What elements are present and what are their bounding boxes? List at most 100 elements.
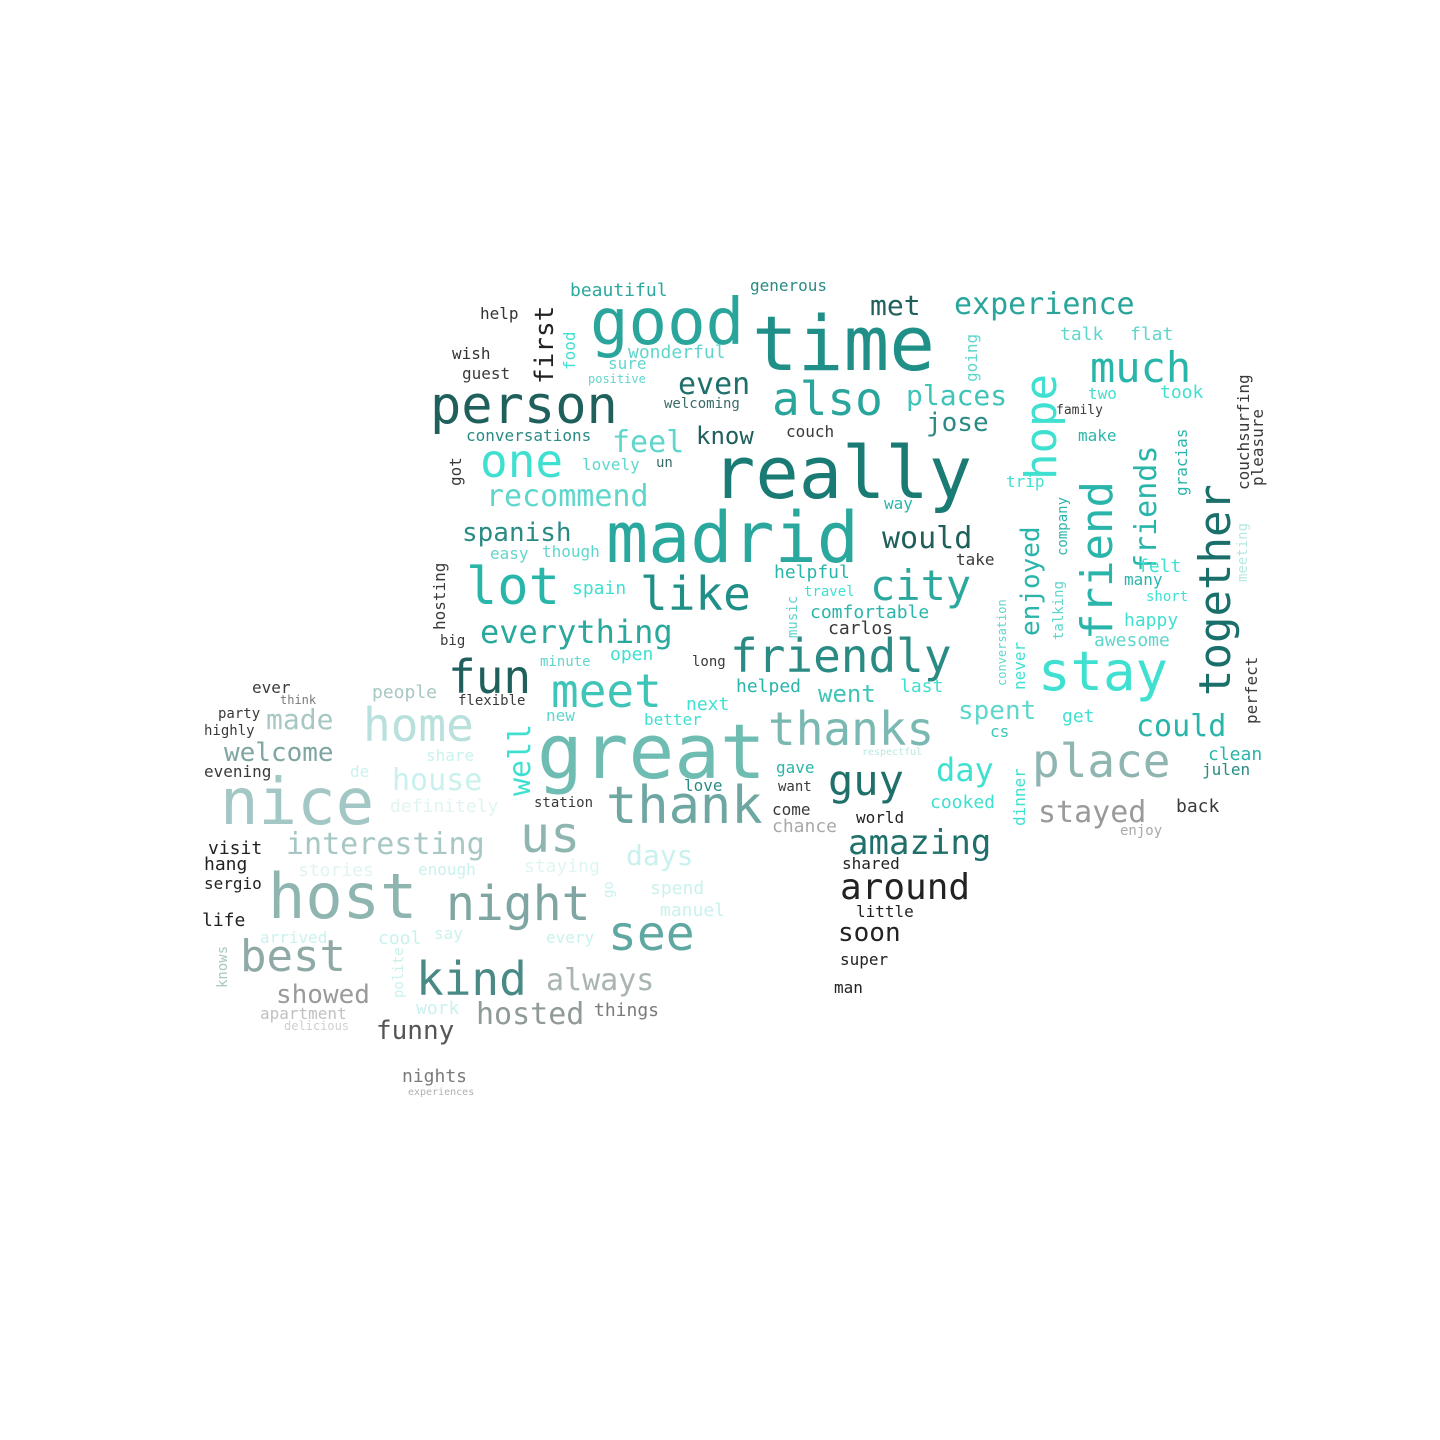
word-flat: flat — [1130, 324, 1174, 345]
word-welcoming: welcoming — [664, 396, 740, 412]
word-travel: travel — [804, 584, 855, 600]
word-showed: showed — [276, 980, 370, 1010]
word-first: first — [530, 305, 560, 384]
word-guest: guest — [462, 364, 511, 383]
word-host: host — [268, 860, 418, 933]
word-friendly: friendly — [730, 629, 952, 683]
word-want: want — [778, 779, 812, 795]
word-funny: funny — [376, 1016, 455, 1046]
word-great: great — [537, 707, 766, 796]
word-place: place — [1032, 734, 1171, 788]
word-last: last — [900, 676, 944, 697]
word-wish: wish — [452, 344, 491, 363]
word-never: never — [1010, 641, 1029, 690]
word-evening: evening — [204, 762, 272, 781]
word-julen: julen — [1202, 760, 1251, 779]
word-going: going — [962, 333, 981, 382]
word-two: two — [1088, 384, 1117, 403]
word-feel: feel — [612, 425, 685, 460]
word-flexible: flexible — [458, 693, 526, 709]
word-make: make — [1078, 426, 1117, 445]
word-person: person — [430, 376, 618, 436]
word-spanish: spanish — [462, 518, 572, 548]
word-house: house — [392, 763, 483, 798]
word-one: one — [480, 434, 564, 488]
word-met: met — [870, 289, 921, 322]
word-thank: thank — [606, 776, 763, 836]
word-station: station — [534, 795, 594, 811]
word-gracias: gracias — [1172, 428, 1191, 496]
word-back: back — [1176, 796, 1220, 817]
word-soon: soon — [838, 918, 901, 948]
word-talking: talking — [1051, 580, 1067, 640]
word-go: go — [601, 881, 617, 898]
word-felt: felt — [1138, 556, 1182, 577]
word-spain: spain — [572, 578, 627, 599]
word-spend: spend — [650, 878, 705, 899]
word-could: could — [1136, 709, 1227, 744]
word-many: many — [1124, 570, 1163, 589]
word-clean: clean — [1208, 744, 1263, 765]
word-amazing: amazing — [848, 823, 992, 863]
word-awesome: awesome — [1094, 630, 1170, 651]
word-recommend: recommend — [486, 479, 649, 514]
word-carlos: carlos — [828, 618, 894, 639]
word-got: got — [446, 457, 465, 486]
word-cool: cool — [378, 928, 422, 949]
word-us: us — [520, 806, 581, 864]
word-hope: hope — [1016, 374, 1067, 480]
word-nice: nice — [220, 766, 375, 840]
word-gave: gave — [776, 758, 815, 777]
word-wonderful: wonderful — [628, 342, 726, 363]
word-world: world — [856, 808, 905, 827]
word-super: super — [840, 950, 889, 969]
word-enough: enough — [418, 860, 476, 879]
word-also: also — [772, 372, 883, 426]
word-ever: ever — [252, 678, 291, 697]
word-much: much — [1090, 343, 1192, 392]
word-highly: highly — [204, 723, 255, 739]
word-well: well — [503, 723, 538, 796]
word-good: good — [590, 286, 745, 360]
word-places: places — [906, 379, 1008, 412]
word-better: better — [644, 710, 702, 729]
word-de: de — [350, 762, 370, 781]
word-fun: fun — [448, 650, 532, 704]
word-day: day — [936, 751, 994, 789]
word-days: days — [626, 839, 694, 872]
word-pleasure: pleasure — [1248, 408, 1267, 486]
word-together: together — [1190, 484, 1241, 696]
word-guy: guy — [828, 756, 904, 805]
word-made: made — [266, 703, 334, 736]
word-enjoyed: enjoyed — [1016, 526, 1046, 636]
word-food: food — [560, 331, 579, 370]
word-way: way — [884, 494, 913, 513]
word-stay: stay — [1038, 640, 1169, 703]
word-helped: helped — [736, 676, 802, 697]
word-lovely: lovely — [582, 455, 640, 474]
word-dinner: dinner — [1010, 768, 1029, 826]
word-love: love — [684, 776, 723, 795]
word-easy: easy — [490, 544, 529, 563]
word-went: went — [818, 680, 876, 708]
word-definitely: definitely — [390, 796, 499, 817]
word-hosted: hosted — [476, 997, 585, 1032]
word-say: say — [434, 924, 463, 943]
word-would: would — [882, 521, 973, 556]
word-interesting: interesting — [286, 827, 485, 862]
word-think: think — [280, 693, 317, 707]
word-come: come — [772, 800, 811, 819]
word-perfect: perfect — [1242, 656, 1261, 724]
word-things: things — [594, 1000, 660, 1021]
word-kind: kind — [416, 952, 527, 1006]
word-helpful: helpful — [774, 562, 850, 583]
word-big: big — [440, 633, 466, 649]
word-family: family — [1056, 403, 1103, 418]
word-sergio: sergio — [204, 874, 262, 893]
word-open: open — [610, 644, 654, 665]
word-couch: couch — [786, 422, 835, 441]
word-spent: spent — [958, 696, 1037, 726]
word-life: life — [202, 910, 246, 931]
word-minute: minute — [540, 654, 591, 670]
word-talk: talk — [1060, 324, 1104, 345]
